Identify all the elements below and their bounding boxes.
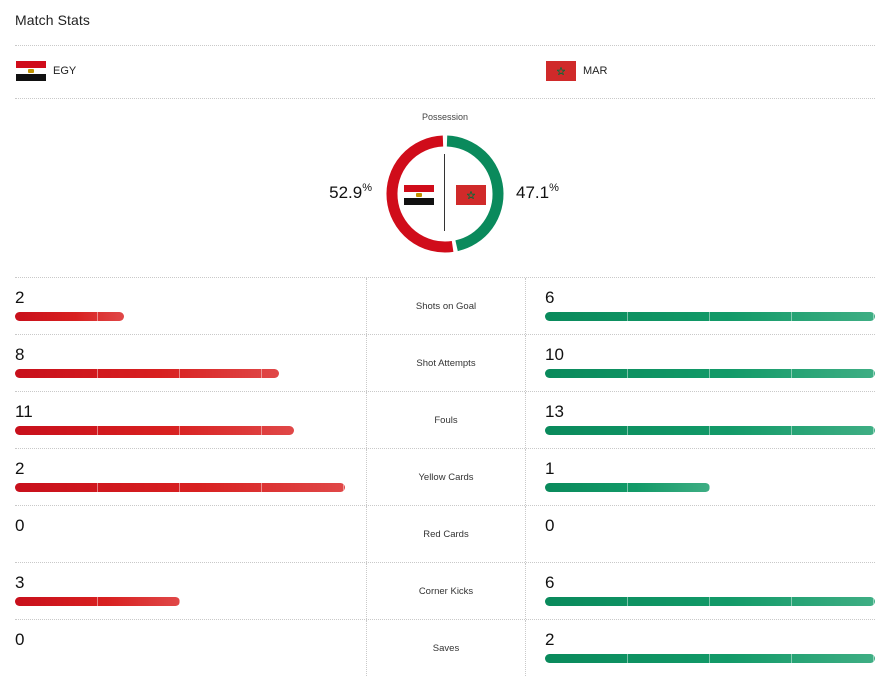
away-team-abbr: MAR xyxy=(583,65,608,77)
stat-bar-home xyxy=(15,369,279,378)
possession-away-value: 47.1% xyxy=(516,182,559,202)
stat-home-value: 0 xyxy=(15,516,25,535)
morocco-flag-icon xyxy=(546,61,576,81)
stats-table: 2 Shots on Goal 6 8 Shot Attempts 10 11 Fouls 13… xyxy=(15,277,875,676)
stat-label: Shots on Goal xyxy=(366,278,526,334)
possession-arc-away xyxy=(446,135,504,252)
stat-row: 11 Fouls 13 xyxy=(15,391,875,448)
morocco-flag-icon xyxy=(456,185,486,205)
page-title: Match Stats xyxy=(15,12,91,28)
divider xyxy=(15,45,875,46)
stat-home-value: 3 xyxy=(15,573,25,592)
stat-bar-away xyxy=(545,426,875,435)
home-team-abbr: EGY xyxy=(53,65,77,77)
possession-home-value: 52.9% xyxy=(329,182,372,202)
egypt-flag-icon xyxy=(404,185,434,206)
stat-label: Red Cards xyxy=(366,506,526,562)
home-team: EGY xyxy=(16,61,77,82)
egypt-flag-icon xyxy=(16,61,46,82)
stat-label: Corner Kicks xyxy=(366,563,526,619)
stat-bar-away xyxy=(545,483,710,492)
donut-home-flag xyxy=(404,185,434,206)
stat-bar-home xyxy=(15,312,124,321)
stat-label: Yellow Cards xyxy=(366,449,526,505)
stat-row: 8 Shot Attempts 10 xyxy=(15,334,875,391)
stat-label: Saves xyxy=(366,620,526,676)
stat-bar-home xyxy=(15,426,294,435)
stat-bar-away xyxy=(545,654,875,663)
stat-row: 0 Red Cards 0 xyxy=(15,505,875,562)
stat-away-value: 6 xyxy=(545,573,555,592)
possession-divider xyxy=(444,154,445,231)
stat-bar-away xyxy=(545,597,875,606)
stat-row: 3 Corner Kicks 6 xyxy=(15,562,875,619)
stat-bar-away xyxy=(545,312,875,321)
stat-bar-away xyxy=(545,369,875,378)
stat-away-value: 13 xyxy=(545,402,564,421)
stat-row: 2 Shots on Goal 6 xyxy=(15,277,875,334)
stat-label: Shot Attempts xyxy=(366,335,526,391)
stat-home-value: 2 xyxy=(15,459,25,478)
possession-donut-chart xyxy=(386,135,504,253)
divider xyxy=(15,98,875,99)
stat-away-value: 0 xyxy=(545,516,555,535)
stat-away-value: 1 xyxy=(545,459,555,478)
possession-arc-home xyxy=(386,135,454,253)
stat-home-value: 0 xyxy=(15,630,25,649)
possession-label: Possession xyxy=(421,112,469,122)
stat-away-value: 2 xyxy=(545,630,555,649)
stat-home-value: 8 xyxy=(15,345,25,364)
stat-away-value: 10 xyxy=(545,345,564,364)
stat-label: Fouls xyxy=(366,392,526,448)
stat-row: 2 Yellow Cards 1 xyxy=(15,448,875,505)
away-team: MAR xyxy=(546,61,607,81)
stat-home-value: 2 xyxy=(15,288,25,307)
stat-bar-home xyxy=(15,483,345,492)
donut-away-flag xyxy=(456,185,486,205)
stat-away-value: 6 xyxy=(545,288,555,307)
stat-home-value: 11 xyxy=(15,402,33,421)
stat-bar-home xyxy=(15,597,180,606)
stat-row: 0 Saves 2 xyxy=(15,619,875,676)
